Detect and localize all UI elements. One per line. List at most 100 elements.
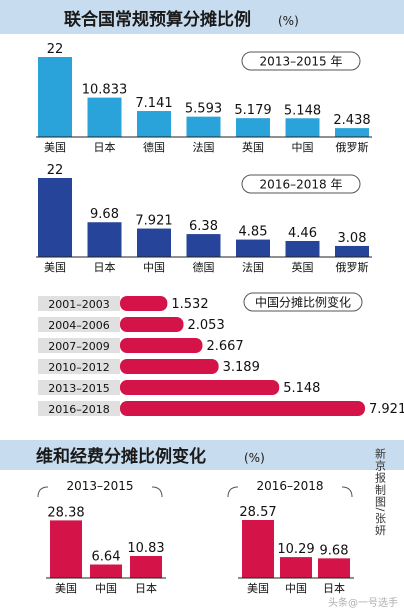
bar-3	[120, 359, 219, 374]
credit-label: 新京报制图/张妍	[374, 446, 387, 536]
year-label-5: 2016–2018	[48, 403, 110, 416]
china-share-change-chart: 中国分摊比例变化 2001–2003 1.532 2004–2006 2.053 2007…	[38, 292, 404, 417]
value-label-5: 7.921	[369, 402, 404, 417]
bar-1	[90, 564, 122, 578]
bar-0	[242, 520, 274, 578]
value-label-3: 6.38	[189, 219, 218, 234]
period-label: 2016–2018	[256, 479, 323, 493]
period-label-frame	[241, 174, 361, 194]
bar-0	[120, 296, 168, 311]
value-label-2: 7.921	[135, 214, 172, 229]
category-label-0: 美国	[247, 582, 269, 595]
period-label: 2016–2018 年	[260, 178, 343, 192]
chart-title-frame	[243, 292, 363, 312]
value-label-1: 10.29	[277, 542, 314, 557]
category-label-0: 美国	[55, 582, 77, 595]
category-label-3: 法国	[193, 140, 215, 154]
bar-4	[120, 380, 280, 395]
page-title-unit: (%)	[278, 14, 299, 28]
chart-title: 中国分摊比例变化	[255, 295, 351, 310]
bar-1	[87, 222, 122, 257]
category-label-5: 中国	[292, 141, 314, 154]
bar-0	[50, 520, 82, 578]
bar-5	[285, 240, 320, 257]
bar-5	[120, 401, 365, 416]
value-label-3: 5.593	[185, 102, 222, 117]
year-band-5	[38, 401, 120, 416]
value-label-4: 5.179	[234, 103, 271, 118]
bar-0	[38, 57, 72, 137]
category-label-0: 美国	[44, 141, 66, 154]
bar-0	[38, 178, 72, 257]
category-label-2: 中国	[143, 261, 165, 274]
value-label-4: 5.148	[283, 381, 320, 396]
value-label-0: 22	[47, 163, 64, 178]
year-band-0	[38, 296, 120, 311]
category-label-6: 俄罗斯	[336, 141, 369, 154]
year-label-4: 2013–2015	[48, 382, 110, 395]
value-label-2: 9.68	[320, 543, 349, 558]
value-label-6: 3.08	[338, 231, 367, 246]
bracket-right	[341, 486, 353, 498]
bracket-left	[227, 486, 239, 498]
bar-4	[236, 239, 270, 257]
period-label: 2013–2015 年	[260, 55, 343, 69]
value-label-1: 6.64	[92, 550, 121, 565]
category-label-5: 英国	[292, 260, 314, 274]
header-band	[0, 0, 404, 34]
bar-1	[120, 317, 184, 332]
value-label-0: 1.532	[171, 297, 208, 312]
value-label-0: 28.38	[47, 505, 84, 520]
category-label-1: 日本	[94, 140, 116, 154]
bar-1	[280, 557, 312, 578]
section2-title: 维和经费分摊比例变化	[36, 446, 206, 467]
year-band-2	[38, 338, 120, 353]
bar-4	[236, 118, 270, 137]
bar-2	[137, 228, 171, 257]
year-band-3	[38, 359, 120, 374]
year-label-3: 2010–2012	[48, 361, 110, 374]
regular-budget-2013-chart: 2013–2015 年 22 美国 10.833 日本 7.141 德国 5.593 法国 5.1…	[36, 42, 372, 154]
bracket-right	[151, 486, 163, 498]
category-label-1: 中国	[285, 582, 307, 595]
bar-6	[335, 245, 369, 257]
bar-6	[335, 128, 369, 137]
bar-1	[87, 97, 122, 137]
category-label-2: 日本	[135, 581, 157, 595]
category-label-6: 俄罗斯	[336, 261, 369, 274]
value-label-0: 22	[47, 42, 64, 57]
year-label-0: 2001–2003	[48, 298, 110, 311]
value-label-4: 4.85	[239, 225, 268, 240]
watermark: 头条@一号选手	[328, 596, 398, 609]
bar-5	[285, 118, 320, 137]
category-label-2: 德国	[143, 140, 165, 154]
value-label-1: 10.833	[82, 83, 128, 98]
bar-2	[137, 111, 171, 137]
page-title: 联合国常规预算分摊比例	[64, 9, 251, 30]
category-label-1: 日本	[94, 260, 116, 274]
bar-2	[318, 558, 350, 578]
value-label-6: 2.438	[333, 113, 370, 128]
value-label-2: 10.83	[127, 541, 164, 556]
year-label-1: 2004–2006	[48, 319, 110, 332]
regular-budget-2016-chart: 2016–2018 年 22 美国 9.68 日本 7.921 中国 6.38 德国 4.85 法国…	[36, 163, 372, 274]
value-label-3: 3.189	[223, 360, 260, 375]
value-label-0: 28.57	[239, 505, 276, 520]
period-label: 2013–2015	[66, 479, 133, 493]
year-band-1	[38, 317, 120, 332]
category-label-4: 英国	[242, 140, 264, 154]
section2-band	[0, 440, 404, 470]
category-label-2: 日本	[323, 581, 345, 595]
year-label-2: 2007–2009	[48, 340, 110, 353]
credit-text: 新京报制图/张妍	[374, 446, 387, 536]
category-label-0: 美国	[44, 261, 66, 274]
bracket-left	[37, 486, 49, 498]
section2-unit: (%)	[244, 451, 265, 465]
peacekeeping-2016-chart: 2016–2018 28.57 美国 10.29 中国 9.68 日本	[227, 479, 354, 595]
value-label-1: 2.053	[188, 318, 225, 333]
bar-2	[120, 338, 203, 353]
category-label-3: 德国	[193, 260, 215, 274]
peacekeeping-2013-chart: 2013–2015 28.38 美国 6.64 中国 10.83 日本	[37, 479, 166, 595]
category-label-1: 中国	[95, 582, 117, 595]
year-band-4	[38, 380, 120, 395]
